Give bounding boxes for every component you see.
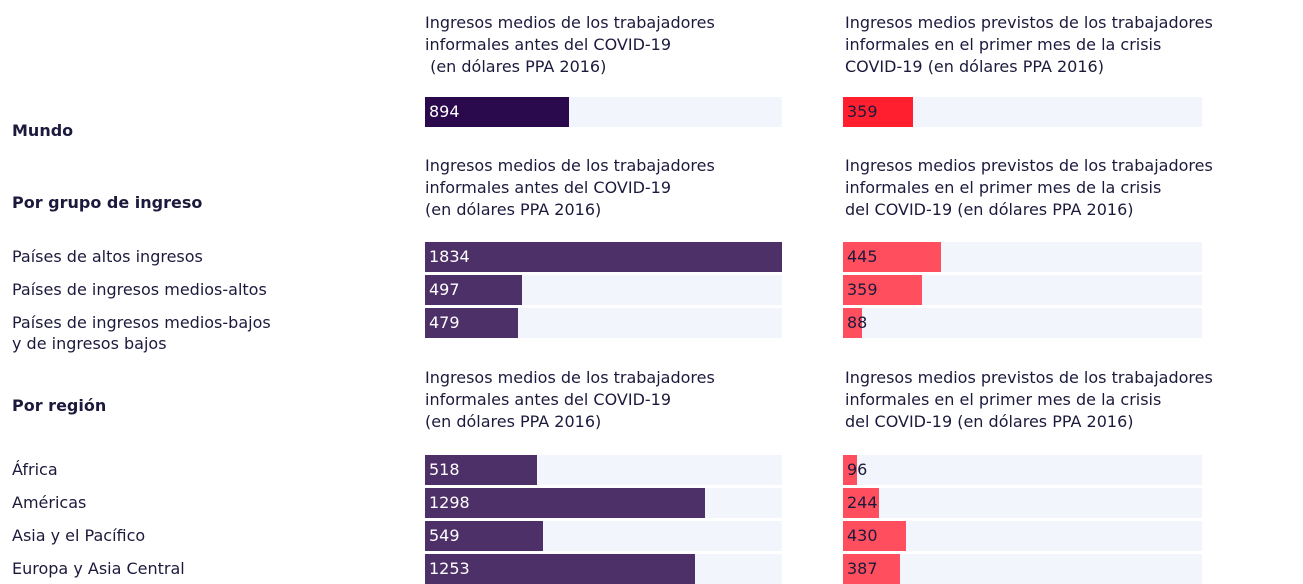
bar (843, 275, 923, 305)
category-label: Países de altos ingresos (12, 247, 203, 266)
bar (425, 455, 537, 485)
category-label: Países de ingresos medios-altos (12, 280, 267, 299)
category-label: Europa y Asia Central (12, 559, 185, 578)
bar-track: 244 (843, 488, 1202, 518)
bar (425, 554, 696, 584)
panel-title: Ingresos medios previstos de los trabaja… (845, 156, 1213, 219)
bar-track: 387 (843, 554, 1202, 584)
bar-track: 497 (425, 275, 782, 305)
bar-track: 445 (843, 242, 1202, 272)
bar (843, 554, 900, 584)
bar (425, 308, 519, 338)
section-heading: Por grupo de ingreso (12, 193, 203, 212)
bar (843, 488, 879, 518)
bar-track: 88 (843, 308, 1202, 338)
value-label: 387 (847, 559, 878, 578)
bar (425, 488, 705, 518)
bar-track: 518 (425, 455, 782, 485)
bar (843, 242, 941, 272)
bar (843, 521, 906, 551)
value-label: 359 (847, 280, 878, 299)
value-label: 1253 (429, 559, 470, 578)
category-label: Mundo (12, 121, 74, 140)
value-label: 430 (847, 526, 878, 545)
bar-track: 359 (843, 275, 1202, 305)
panel-title: Ingresos medios de los trabajadores info… (425, 13, 715, 76)
bar-track: 479 (425, 308, 782, 338)
bar-track: 96 (843, 455, 1202, 485)
bar-track: 1298 (425, 488, 782, 518)
value-label: 88 (847, 313, 868, 332)
panel-title: Ingresos medios de los trabajadores info… (425, 368, 715, 431)
value-label: 244 (847, 493, 878, 512)
bar-track: 549 (425, 521, 782, 551)
bar (843, 97, 914, 127)
bar-track: 1834 (425, 242, 782, 272)
category-label: Países de ingresos medios-bajos y de ing… (12, 313, 271, 353)
value-label: 445 (847, 247, 878, 266)
category-label: África (12, 460, 58, 479)
bar (425, 275, 522, 305)
bar (843, 308, 863, 338)
value-label: 479 (429, 313, 460, 332)
value-label: 1834 (429, 247, 470, 266)
bar-track: 1253 (425, 554, 782, 584)
bar (425, 242, 782, 272)
panel-title: Ingresos medios previstos de los trabaja… (845, 13, 1213, 76)
bar (425, 97, 569, 127)
bar-track: 894 (425, 97, 782, 127)
panel-title: Ingresos medios previstos de los trabaja… (845, 368, 1213, 431)
value-label: 497 (429, 280, 460, 299)
section-heading: Por región (12, 396, 107, 415)
value-label: 359 (847, 102, 878, 121)
bar (843, 455, 858, 485)
bar (425, 521, 544, 551)
value-label: 1298 (429, 493, 470, 512)
bar-track: 430 (843, 521, 1202, 551)
value-label: 518 (429, 460, 460, 479)
category-label: Asia y el Pacífico (12, 526, 146, 545)
value-label: 96 (847, 460, 868, 479)
value-label: 549 (429, 526, 460, 545)
bar-track: 359 (843, 97, 1202, 127)
value-label: 894 (429, 102, 460, 121)
category-label: Américas (12, 493, 87, 512)
panel-title: Ingresos medios de los trabajadores info… (425, 156, 715, 219)
